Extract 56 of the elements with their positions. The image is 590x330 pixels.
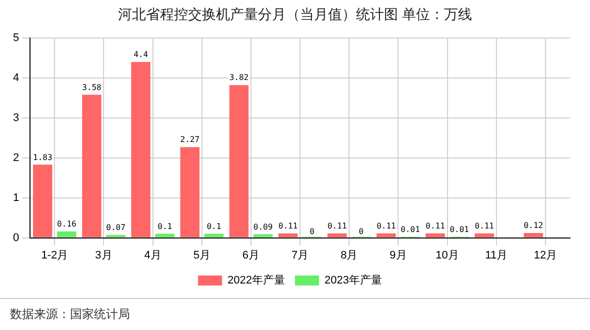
bar <box>327 233 347 238</box>
bar <box>474 233 494 238</box>
data-label: 0.16 <box>57 219 76 228</box>
x-tick-label: 1-2月 <box>41 249 68 262</box>
data-label: 0 <box>358 226 364 236</box>
x-tick-label: 7月 <box>291 249 309 262</box>
x-tick-label: 10月 <box>436 249 459 262</box>
bar <box>524 233 544 238</box>
data-label: 0.1 <box>158 222 172 231</box>
y-tick-label: 2 <box>12 152 20 164</box>
bar <box>278 233 298 238</box>
bar <box>57 231 76 238</box>
x-tick-label: 6月 <box>242 249 260 262</box>
data-label: 0.07 <box>106 223 126 232</box>
bar <box>131 62 150 238</box>
bar <box>229 85 249 238</box>
x-tick-label: 3月 <box>95 249 112 262</box>
y-tick-label: 1 <box>12 192 20 204</box>
data-label: 0.1 <box>206 222 222 231</box>
legend-label: 2022年产量 <box>228 274 286 287</box>
bar <box>376 233 396 238</box>
bar <box>204 234 224 238</box>
data-label: 0.11 <box>376 221 396 230</box>
data-label: 1.83 <box>33 152 52 162</box>
bar <box>33 164 52 238</box>
bar <box>155 234 174 238</box>
data-label: 0.09 <box>253 222 273 232</box>
x-tick-label: 5月 <box>193 249 210 262</box>
data-label: 0 <box>310 226 315 236</box>
data-label: 0.01 <box>450 224 470 234</box>
data-label: 2.27 <box>180 135 200 144</box>
legend-label: 2023年产量 <box>324 274 382 287</box>
x-tick-label: 4月 <box>144 249 162 262</box>
source-note: 数据来源：国家统计局 <box>10 306 130 323</box>
x-tick-label: 11月 <box>485 249 508 262</box>
data-label: 0.11 <box>474 221 494 230</box>
x-tick-label: 9月 <box>390 249 407 262</box>
bar <box>180 147 200 238</box>
data-label: 3.82 <box>229 73 249 82</box>
y-tick-label: 4 <box>12 72 20 84</box>
bar <box>253 234 273 238</box>
y-tick-label: 3 <box>12 112 20 124</box>
data-label: 3.58 <box>82 82 102 92</box>
data-label: 0.11 <box>278 221 298 230</box>
data-label: 0.01 <box>400 224 420 234</box>
data-label: 0.11 <box>327 221 347 230</box>
y-tick-label: 5 <box>12 32 20 44</box>
x-tick-label: 8月 <box>340 249 358 262</box>
x-tick-label: 12月 <box>534 249 558 262</box>
data-label: 4.4 <box>134 50 148 60</box>
y-tick-label: 0 <box>12 232 20 244</box>
data-label: 0.12 <box>524 221 544 230</box>
bar <box>426 233 445 238</box>
bar <box>82 94 102 238</box>
chart-title: 河北省程控交换机产量分月（当月值）统计图 单位：万线 <box>116 6 474 24</box>
data-label: 0.11 <box>426 221 446 230</box>
